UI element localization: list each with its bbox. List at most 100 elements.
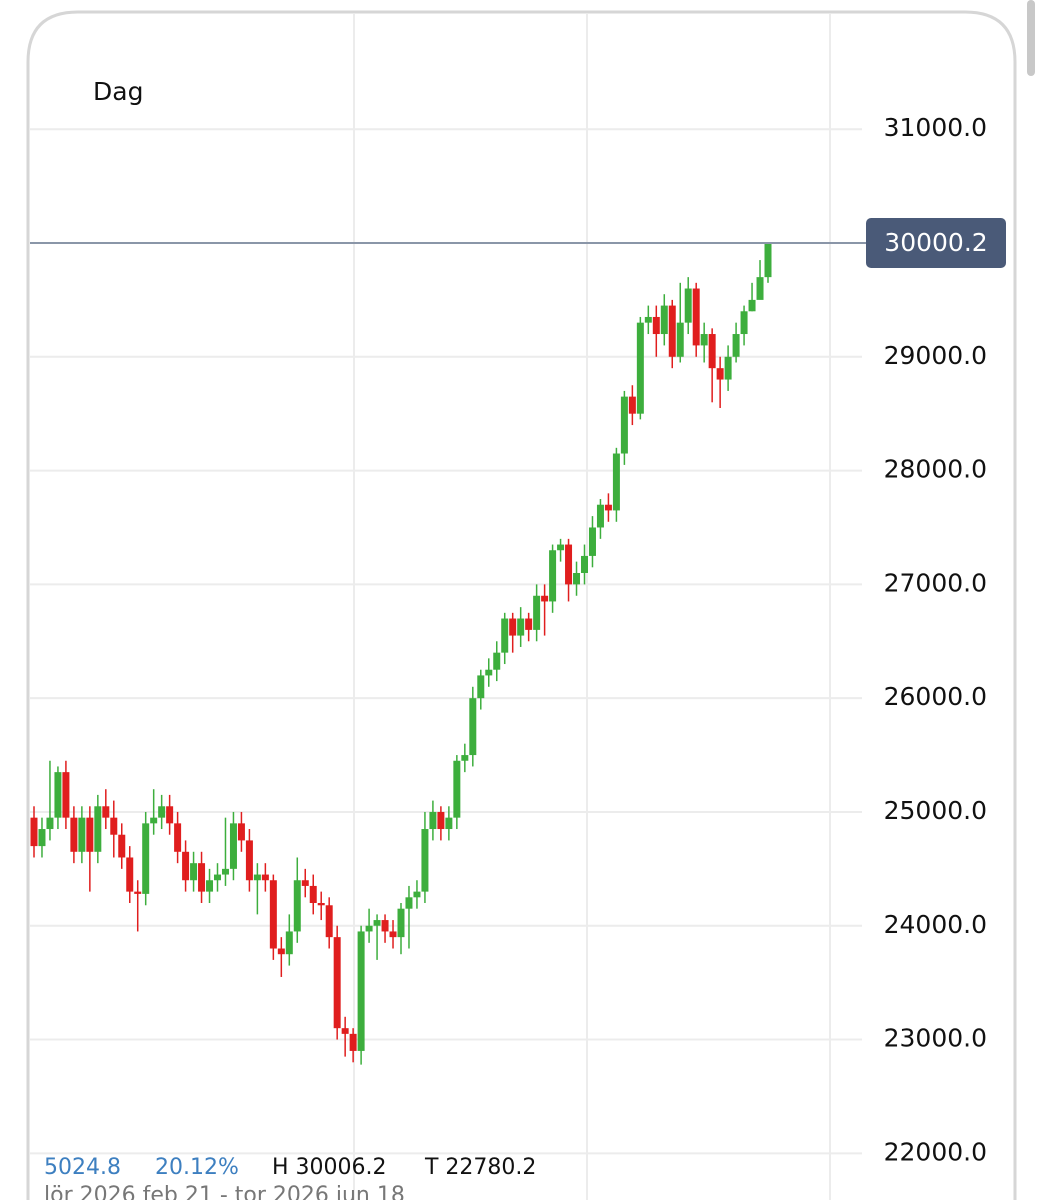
candle-body <box>142 823 150 894</box>
candle-body <box>612 453 620 511</box>
period-label[interactable]: Dag <box>93 77 143 106</box>
candle-body <box>325 905 333 938</box>
low-stat: T 22780.2 <box>424 1155 536 1180</box>
candle-body <box>86 817 94 852</box>
y-tick-label: 29000.0 <box>884 341 987 370</box>
candle-body <box>692 288 700 346</box>
candle-body <box>501 618 509 653</box>
candle-body <box>565 544 573 585</box>
candle-body <box>485 669 493 676</box>
candle-body <box>708 334 716 369</box>
last-price-tag <box>866 217 1006 268</box>
candle-body <box>229 823 237 869</box>
candle-body <box>253 874 261 881</box>
candle-body <box>660 305 668 335</box>
candle-body <box>62 772 70 818</box>
candle-body <box>118 834 126 858</box>
candle-body <box>38 829 46 847</box>
candle-body <box>214 874 221 881</box>
candle-body <box>277 948 285 955</box>
candle-body <box>525 618 533 630</box>
candle-body <box>461 755 469 761</box>
candle-body <box>309 885 317 903</box>
candle-body <box>588 527 596 556</box>
candle-body <box>732 334 740 357</box>
candle-body <box>245 840 253 881</box>
candle-body <box>421 829 429 892</box>
y-tick-label: 25000.0 <box>884 796 987 825</box>
candle-body <box>596 504 604 528</box>
y-tick-label: 24000.0 <box>884 910 987 939</box>
candle-body <box>469 698 477 756</box>
candle-body <box>365 925 373 932</box>
candle-body <box>573 573 581 585</box>
candle-body <box>628 396 636 414</box>
candle-body <box>620 396 628 454</box>
candle-body <box>716 368 724 380</box>
candle-body <box>285 931 293 955</box>
candle-body <box>261 874 269 881</box>
candle-body <box>381 920 389 932</box>
candle-body <box>349 1033 357 1051</box>
candle-body <box>182 851 190 881</box>
candle-body <box>437 811 445 830</box>
candle-body <box>102 806 110 818</box>
candle-body <box>293 880 301 932</box>
candle-body <box>652 316 660 335</box>
candle-body <box>150 817 158 824</box>
candle-body <box>756 277 764 300</box>
candle-body <box>740 311 748 335</box>
candle-body <box>644 316 652 323</box>
candle-body <box>453 760 461 818</box>
candle-body <box>700 334 708 346</box>
change: 5024.8 <box>44 1155 121 1180</box>
candle-body <box>557 544 565 551</box>
candle-body <box>533 595 541 630</box>
candle-body <box>317 903 325 906</box>
candle-body <box>413 891 421 898</box>
candle-body <box>405 897 413 909</box>
scrollbar <box>1027 0 1035 76</box>
candle-body <box>509 618 517 636</box>
candle-body <box>174 823 182 852</box>
y-tick-label: 23000.0 <box>884 1024 987 1053</box>
candle-body <box>46 817 54 830</box>
candle-body <box>724 356 732 380</box>
candle-body <box>445 817 453 830</box>
candle-body <box>333 937 341 1029</box>
candle-body <box>158 806 166 818</box>
candle-body <box>493 652 501 670</box>
candle-body <box>676 322 684 357</box>
candle-body <box>341 1028 349 1034</box>
card-border <box>26 10 1017 1200</box>
candle-body <box>684 288 692 323</box>
candle-body <box>206 880 214 892</box>
candle-body <box>190 863 198 881</box>
candle-body <box>541 595 549 602</box>
change-pct: 20.12% <box>155 1155 239 1180</box>
last-price-label: 30000.2 <box>884 228 987 257</box>
candle-body <box>166 806 174 824</box>
candle-body <box>549 550 557 602</box>
candle-body <box>126 857 134 892</box>
y-tick-label: 26000.0 <box>884 682 987 711</box>
candle-body <box>581 555 588 573</box>
y-tick-label: 22000.0 <box>884 1137 987 1166</box>
candle-body <box>70 817 78 852</box>
candle-body <box>604 504 612 511</box>
candle-body <box>110 817 118 835</box>
candle-body <box>198 863 206 892</box>
candle-body <box>237 823 245 841</box>
candle-body <box>301 880 309 886</box>
candle-body <box>477 675 485 699</box>
candle-body <box>54 772 62 818</box>
date-range: lör 2026 feb 21 - tor 2026 jun 18 <box>44 1183 405 1200</box>
y-tick-label: 28000.0 <box>884 455 987 484</box>
candle-body <box>30 817 38 847</box>
candle-body <box>668 305 676 357</box>
candle-body <box>389 931 397 938</box>
candle-body <box>134 891 142 894</box>
y-tick-label: 27000.0 <box>884 568 987 597</box>
